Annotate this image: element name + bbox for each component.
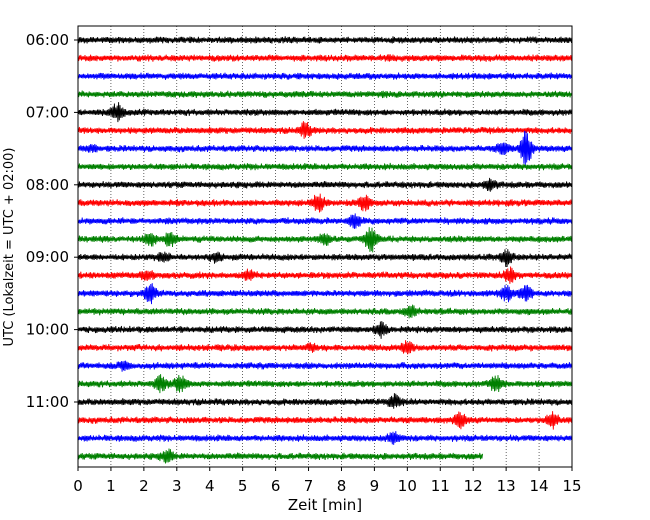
trace-1045: [77, 374, 572, 394]
y-tick-label: 07:00: [26, 103, 69, 121]
x-tick-label: 14: [530, 477, 549, 495]
plot-frame: [77, 25, 573, 468]
trace-1030: [77, 360, 572, 372]
x-tick-label: 4: [205, 477, 215, 495]
trace-0900: [77, 249, 572, 268]
x-tick-label: 5: [238, 477, 248, 495]
x-tick-label: 9: [370, 477, 380, 495]
x-tick-label: 1: [106, 477, 116, 495]
x-tick-label: 13: [497, 477, 516, 495]
trace-0600: [77, 36, 572, 44]
x-tick-label: 7: [304, 477, 314, 495]
trace-0745: [77, 162, 572, 171]
x-axis-label: Zeit [min]: [288, 496, 362, 514]
x-axis: 0 1 2 3 4 5 6 7 8 9 10 11 12 13 14 15: [73, 467, 582, 495]
trace-1015: [77, 340, 572, 355]
x-tick-label: 3: [172, 477, 182, 495]
trace-0730: [77, 130, 572, 166]
x-tick-label: 12: [464, 477, 483, 495]
trace-0700: [77, 102, 572, 123]
trace-0845: [77, 227, 572, 253]
trace-1145: [77, 448, 484, 464]
trace-rows: [77, 36, 572, 464]
trace-1100: [77, 393, 572, 409]
y-axis-label: UTC (Lokalzeit = UTC + 02:00): [2, 148, 17, 347]
trace-0645: [77, 90, 572, 99]
x-tick-label: 8: [337, 477, 347, 495]
x-tick-label: 2: [139, 477, 149, 495]
trace-0915: [77, 266, 572, 284]
trace-0945: [77, 304, 572, 319]
trace-0715: [77, 121, 572, 139]
trace-0830: [77, 213, 572, 229]
trace-0815: [77, 193, 572, 213]
y-tick-label: 08:00: [26, 176, 69, 194]
trace-0630: [77, 72, 572, 80]
trace-0800: [77, 177, 572, 192]
x-tick-label: 0: [73, 477, 83, 495]
x-tick-label: 10: [398, 477, 417, 495]
trace-0930: [77, 283, 572, 305]
y-tick-label: 06:00: [26, 31, 69, 49]
trace-1115: [77, 411, 572, 430]
y-tick-label: 11:00: [26, 393, 69, 411]
trace-0615: [77, 54, 572, 62]
y-axis: 06:00 07:00 08:00 09:00 10:00 11:00: [26, 31, 78, 411]
trace-1130: [77, 431, 572, 445]
y-tick-label: 09:00: [26, 248, 69, 266]
x-tick-label: 6: [271, 477, 281, 495]
x-tick-label: 15: [562, 477, 581, 495]
x-tick-label: 11: [431, 477, 450, 495]
trace-1000: [77, 321, 572, 339]
y-tick-label: 10:00: [26, 321, 69, 339]
